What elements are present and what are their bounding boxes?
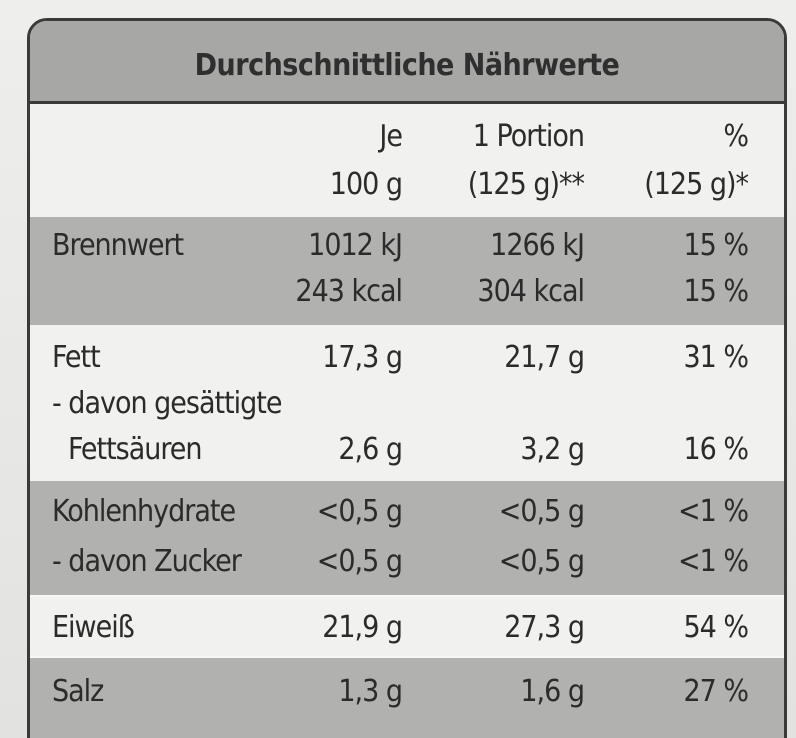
- header-col2-line1: 1 Portion: [472, 119, 585, 154]
- fett-100g: 17,3 g: [322, 340, 403, 375]
- nutrition-table: Durchschnittliche Nährwerte Je 100 g 1 P…: [27, 18, 787, 738]
- brennwert-kj-portion: 1266 kJ: [490, 228, 585, 263]
- label-fett: Fett: [52, 340, 101, 375]
- label-gesaettigte-line2: Fettsäuren: [68, 432, 203, 467]
- gesaettigte-100g: 2,6 g: [338, 432, 403, 467]
- label-salz: Salz: [52, 674, 104, 709]
- label-gesaettigte-line1: - davon gesättigte: [52, 386, 282, 421]
- row-kohlenhydrate: Kohlenhydrate <0,5 g <0,5 g <1 % - davon…: [30, 481, 784, 595]
- eiweiss-100g: 21,9 g: [322, 610, 403, 645]
- row-salz: Salz 1,3 g 1,6 g 27 %: [30, 657, 784, 738]
- label-brennwert: Brennwert: [52, 228, 184, 263]
- row-divider: [30, 595, 784, 597]
- row-divider: [30, 656, 784, 658]
- kohlenhydrate-100g: <0,5 g: [316, 494, 403, 529]
- header-col1-line1: Je: [379, 119, 403, 154]
- salz-100g: 1,3 g: [338, 674, 403, 709]
- label-kohlenhydrate: Kohlenhydrate: [52, 494, 236, 529]
- gesaettigte-portion: 3,2 g: [520, 432, 585, 467]
- fett-portion: 21,7 g: [504, 340, 585, 375]
- brennwert-kj-percent: 15 %: [683, 228, 749, 263]
- brennwert-kcal-portion: 304 kcal: [477, 274, 585, 309]
- brennwert-kj-100g: 1012 kJ: [308, 228, 403, 263]
- row-fett: Fett 17,3 g 21,7 g 31 % - davon gesättig…: [30, 325, 784, 481]
- label-zucker: - davon Zucker: [52, 544, 242, 579]
- kohlenhydrate-percent: <1 %: [677, 494, 749, 529]
- label-eiweiss: Eiweiß: [52, 610, 135, 645]
- zucker-100g: <0,5 g: [316, 544, 403, 579]
- row-brennwert: Brennwert 1012 kJ 1266 kJ 15 % 243 kcal …: [30, 217, 784, 325]
- zucker-portion: <0,5 g: [498, 544, 585, 579]
- gesaettigte-percent: 16 %: [683, 432, 749, 467]
- header-col1-line2: 100 g: [329, 167, 403, 202]
- header-col3-line2: (125 g)*: [644, 167, 749, 202]
- header-col3-line1: %: [723, 119, 749, 154]
- fett-percent: 31 %: [683, 340, 749, 375]
- salz-percent: 27 %: [683, 674, 749, 709]
- row-eiweiss: Eiweiß 21,9 g 27,3 g 54 %: [30, 595, 784, 657]
- zucker-percent: <1 %: [677, 544, 749, 579]
- header-row: Je 100 g 1 Portion (125 g)** % (125 g)*: [30, 104, 784, 217]
- brennwert-kcal-100g: 243 kcal: [295, 274, 403, 309]
- salz-portion: 1,6 g: [520, 674, 585, 709]
- header-col2-line2: (125 g)**: [467, 167, 585, 202]
- eiweiss-percent: 54 %: [683, 610, 749, 645]
- brennwert-kcal-percent: 15 %: [683, 274, 749, 309]
- table-title: Durchschnittliche Nährwerte: [194, 48, 620, 83]
- title-bar: Durchschnittliche Nährwerte: [30, 21, 784, 104]
- kohlenhydrate-portion: <0,5 g: [498, 494, 585, 529]
- eiweiss-portion: 27,3 g: [504, 610, 585, 645]
